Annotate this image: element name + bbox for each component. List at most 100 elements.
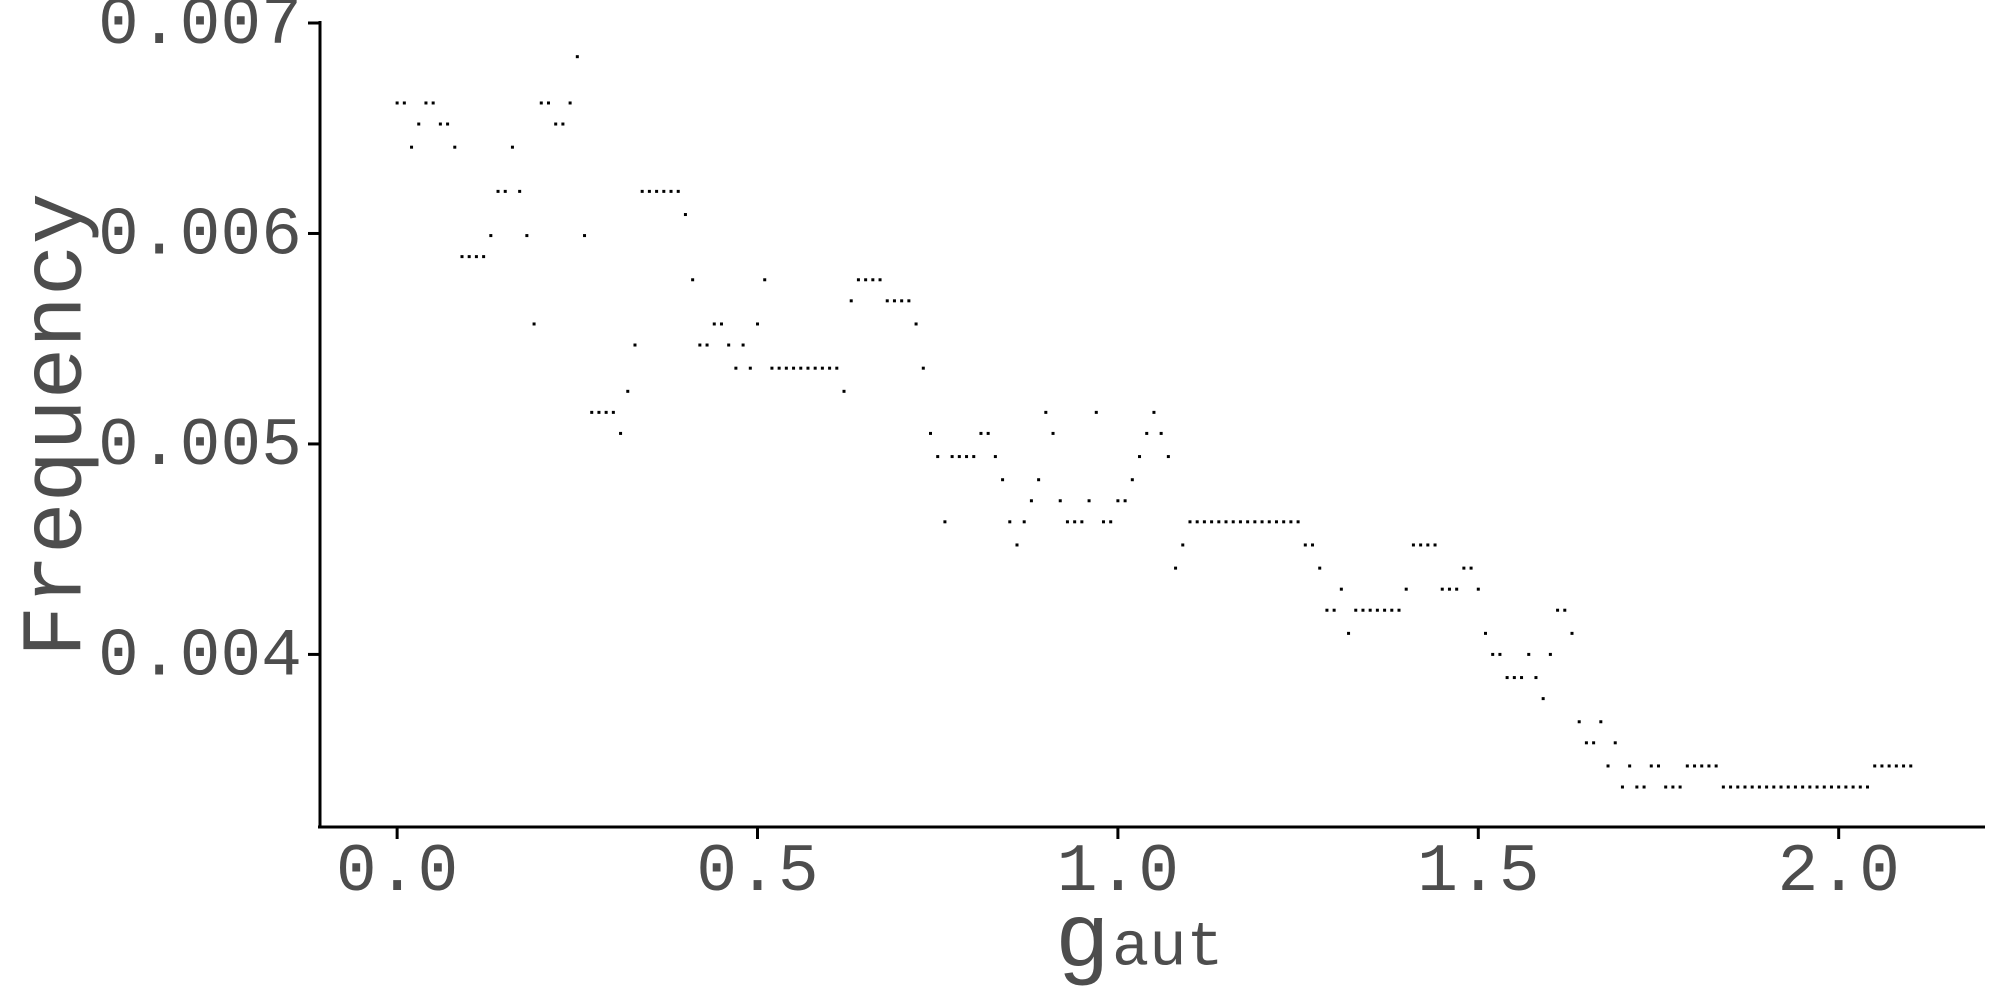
point <box>568 101 572 105</box>
point <box>1231 520 1235 524</box>
point <box>907 299 911 303</box>
point <box>619 431 623 435</box>
point <box>1015 543 1019 547</box>
point <box>460 255 464 259</box>
point <box>1411 543 1415 547</box>
point <box>1592 741 1596 745</box>
point <box>1729 785 1733 789</box>
point <box>1541 697 1545 701</box>
point <box>943 520 947 524</box>
point <box>503 189 507 193</box>
point <box>1087 499 1091 503</box>
point <box>1202 520 1206 524</box>
x-axis-title-subscript: aut <box>1112 912 1224 983</box>
y-tick-label: 0.006 <box>98 197 302 274</box>
point <box>1765 785 1769 789</box>
point <box>662 189 666 193</box>
point <box>474 255 478 259</box>
point <box>734 366 738 370</box>
point <box>784 366 788 370</box>
point <box>1224 520 1228 524</box>
point <box>554 122 558 126</box>
point <box>1808 785 1812 789</box>
point <box>1051 431 1055 435</box>
point <box>1570 631 1574 635</box>
point <box>957 455 961 459</box>
point <box>1512 676 1516 680</box>
point <box>1786 785 1790 789</box>
point <box>698 343 702 347</box>
x-tick-label: 1.5 <box>1417 834 1539 911</box>
point <box>1311 543 1315 547</box>
point <box>1628 764 1632 768</box>
point <box>1001 478 1005 482</box>
point <box>518 189 522 193</box>
y-axis-title: Frequency <box>9 193 107 657</box>
point <box>1303 543 1307 547</box>
point <box>756 322 760 326</box>
point <box>813 366 817 370</box>
point <box>1693 764 1697 768</box>
point <box>1354 608 1358 612</box>
point <box>1714 764 1718 768</box>
point <box>669 189 673 193</box>
point <box>1584 741 1588 745</box>
point <box>1829 785 1833 789</box>
point <box>1109 520 1113 524</box>
point <box>1909 764 1913 768</box>
point <box>1837 785 1841 789</box>
point <box>1282 520 1286 524</box>
point <box>727 343 731 347</box>
point <box>1332 608 1336 612</box>
point <box>590 410 594 414</box>
point <box>1873 764 1877 768</box>
point <box>892 299 896 303</box>
point <box>929 431 932 435</box>
point <box>1563 608 1567 612</box>
point <box>1548 652 1552 656</box>
point <box>1368 608 1372 612</box>
point <box>1520 676 1524 680</box>
point <box>438 122 442 126</box>
point <box>1822 785 1826 789</box>
point <box>900 299 904 303</box>
x-tick-label: 1.0 <box>1057 834 1179 911</box>
point <box>1433 543 1437 547</box>
point <box>1195 520 1199 524</box>
point <box>1440 587 1444 591</box>
point <box>1772 785 1776 789</box>
point <box>1397 608 1401 612</box>
point <box>1217 520 1221 524</box>
point <box>532 322 536 326</box>
point <box>1260 520 1264 524</box>
point <box>1866 785 1870 789</box>
x-tick-label: 0.0 <box>336 834 458 911</box>
point <box>1073 520 1077 524</box>
point <box>583 234 587 238</box>
point <box>1801 785 1805 789</box>
point <box>417 122 421 126</box>
point <box>1094 410 1098 414</box>
point <box>1721 785 1725 789</box>
point <box>410 145 414 149</box>
point <box>856 278 860 282</box>
point <box>1736 785 1740 789</box>
point <box>878 278 882 282</box>
point <box>1527 652 1531 656</box>
point <box>1664 785 1668 789</box>
point <box>777 366 781 370</box>
point <box>719 322 723 326</box>
point <box>1613 741 1617 745</box>
point <box>1750 785 1754 789</box>
point <box>979 431 983 435</box>
point <box>799 366 803 370</box>
point <box>741 343 745 347</box>
x-tick-label: 0.5 <box>696 834 818 911</box>
point <box>1253 520 1257 524</box>
point <box>597 410 601 414</box>
point <box>1656 764 1660 768</box>
point <box>1361 608 1365 612</box>
point <box>986 431 990 435</box>
point <box>626 389 630 393</box>
